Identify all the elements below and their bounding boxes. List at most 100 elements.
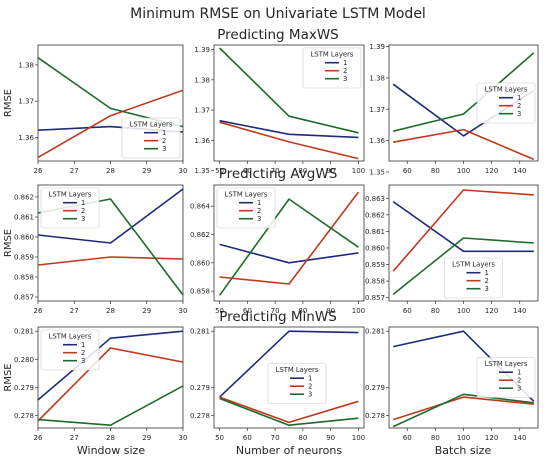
x-tick-label: 28: [106, 307, 115, 315]
legend-label-1: 1: [162, 129, 166, 137]
x-tick-label: 70: [271, 167, 280, 175]
y-tick-label: 0.857: [14, 294, 34, 302]
legend-label-3: 3: [81, 357, 85, 365]
y-tick-label: 0.279: [365, 384, 385, 392]
legend-label-1: 1: [343, 59, 347, 67]
y-tick-label: 1.39: [369, 43, 385, 51]
legend-label-3: 3: [162, 145, 166, 153]
y-axis-label: RMSE: [3, 89, 14, 117]
y-tick-label: 0.278: [365, 412, 385, 420]
y-tick-label: 0.281: [365, 328, 385, 336]
series-line-2: [219, 191, 360, 285]
y-tick-label: 0.861: [14, 214, 34, 222]
legend-label-1: 1: [517, 94, 521, 102]
row-title-avgws: Predicting AvgWS: [219, 166, 338, 182]
x-tick-label: 100: [457, 167, 470, 175]
x-tick-label: 100: [457, 307, 470, 315]
series-line-2: [393, 128, 535, 161]
legend-label-2: 2: [162, 137, 166, 145]
y-tick-label: 0.278: [190, 412, 210, 420]
y-tick-label: 0.860: [365, 244, 385, 252]
series-line-1: [219, 243, 359, 264]
subplot-r0-c2: 60 80 100 120 140 1.35 1.36 1.37 1.38 1.39 LSTM La…: [369, 43, 539, 176]
legend-label-1: 1: [81, 199, 85, 207]
y-tick-label: 0.280: [14, 356, 34, 364]
legend-title: LSTM Layers: [485, 86, 528, 94]
series-line-2: [37, 256, 184, 266]
y-tick-label: 1.35: [194, 167, 210, 175]
x-tick-label: 80: [431, 307, 440, 315]
series-line-1: [392, 200, 534, 253]
x-tick-label: 120: [485, 167, 498, 175]
y-tick-label: 1.38: [194, 76, 210, 84]
legend-box: [476, 357, 536, 398]
legend-label-1: 1: [257, 199, 261, 207]
legend-label-2: 2: [485, 277, 489, 285]
legend-label-2: 2: [308, 383, 312, 391]
x-tick-label: 27: [70, 307, 79, 315]
series-line-1: [37, 330, 184, 401]
legend-label-2: 2: [517, 102, 521, 110]
x-tick-label: 60: [403, 167, 412, 175]
legend-label-2: 2: [81, 349, 85, 357]
subplot-r2-c0: 26 27 28 29 30 0.278 0.279 0.280 0.281 RMSE LSTM L…: [3, 326, 187, 442]
subplot-r2-c1: 50 60 70 80 90 100 0.278 0.279 0.281 LSTM Layers1…: [190, 326, 365, 442]
row-title-minws: Predicting MinWS: [219, 309, 337, 325]
y-tick-label: 0.278: [14, 412, 34, 420]
y-tick-label: 1.36: [18, 134, 34, 142]
x-tick-label: 90: [326, 167, 335, 175]
x-tick-label: 80: [298, 307, 307, 315]
x-tick-label: 100: [352, 307, 365, 315]
x-tick-label: 140: [513, 434, 526, 442]
legend-box: [40, 329, 100, 371]
series-line-2: [37, 347, 184, 422]
legend-label-1: 1: [81, 341, 85, 349]
legend-label-2: 2: [343, 67, 347, 75]
series-line-3: [37, 385, 184, 427]
legend-label-3: 3: [517, 110, 521, 118]
x-tick-label: 140: [513, 167, 526, 175]
legend-label-2: 2: [517, 377, 521, 385]
y-tick-label: 1.38: [369, 74, 385, 82]
x-tick-label: 120: [485, 434, 498, 442]
legend-label-3: 3: [308, 391, 312, 399]
y-tick-label: 1.39: [194, 46, 210, 54]
y-tick-label: 0.858: [365, 278, 385, 286]
y-tick-label: 1.38: [18, 61, 34, 69]
legend-title: LSTM Layers: [276, 366, 319, 374]
x-tick-label: 29: [142, 434, 151, 442]
y-tick-label: 0.859: [14, 254, 34, 262]
y-tick-label: 0.857: [365, 294, 385, 302]
x-tick-label: 70: [271, 434, 280, 442]
legend-box: [476, 82, 536, 124]
subplot-r1-c2: 60 80 100 120 140 0.857 0.858 0.859 0.860 0.861 0.…: [365, 184, 539, 315]
subplot-r1-c0: 26 27 28 29 30 0.857 0.858 0.859 0.860 0.861 0.862…: [3, 184, 187, 315]
y-tick-label: 0.863: [365, 195, 385, 203]
x-tick-label: 60: [243, 307, 252, 315]
x-tick-label: 120: [485, 307, 498, 315]
series-line-3: [392, 393, 534, 428]
x-tick-label: 80: [298, 167, 307, 175]
y-tick-label: 1.36: [194, 137, 210, 145]
series-line-3: [219, 47, 359, 134]
x-tick-label: 60: [403, 434, 412, 442]
x-tick-label: 26: [34, 167, 43, 175]
y-tick-label: 0.281: [14, 328, 34, 336]
legend-label-3: 3: [81, 215, 85, 223]
x-tick-label: 50: [215, 307, 224, 315]
x-tick-label: 29: [142, 307, 151, 315]
y-tick-label: 0.279: [14, 384, 34, 392]
y-tick-label: 1.35: [369, 168, 385, 176]
legend-label-1: 1: [485, 269, 489, 277]
x-tick-label: 50: [215, 167, 224, 175]
y-tick-label: 0.860: [190, 259, 210, 267]
y-axis-label: RMSE: [3, 363, 14, 391]
y-tick-label: 1.37: [194, 107, 210, 115]
series-line-2: [392, 396, 534, 421]
x-tick-label: 80: [431, 167, 440, 175]
legend-label-1: 1: [517, 369, 521, 377]
legend-box: [302, 47, 362, 89]
